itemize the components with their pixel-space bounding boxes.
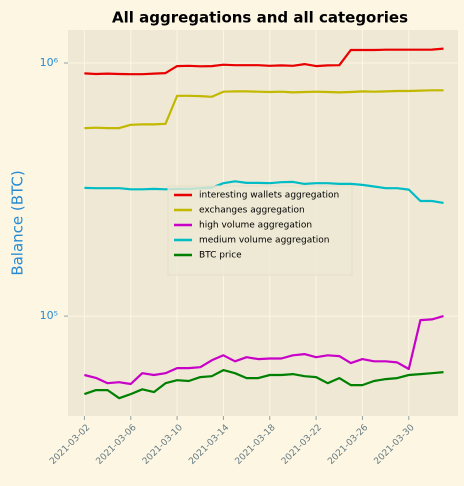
legend-label: high volume aggregation: [199, 221, 312, 231]
legend-box: [167, 185, 353, 276]
data-line: [84, 369, 444, 400]
legend: interesting wallets aggregation exchanges…: [167, 185, 353, 276]
chart-title: All aggregations and all categories: [112, 9, 408, 27]
data-line: [84, 89, 444, 130]
legend-label: medium volume aggregation: [199, 236, 330, 246]
data-line: [84, 180, 444, 204]
y-tick-label: 10⁶: [40, 56, 59, 69]
legend-label: interesting wallets aggregation: [199, 191, 339, 201]
data-line: [84, 47, 444, 76]
data-line: [84, 315, 444, 386]
legend-label: BTC price: [199, 251, 242, 261]
y-tick-label: 10⁵: [40, 309, 58, 322]
y-axis-label: Balance (BTC): [9, 170, 27, 275]
legend-label: exchanges aggregation: [199, 206, 305, 216]
